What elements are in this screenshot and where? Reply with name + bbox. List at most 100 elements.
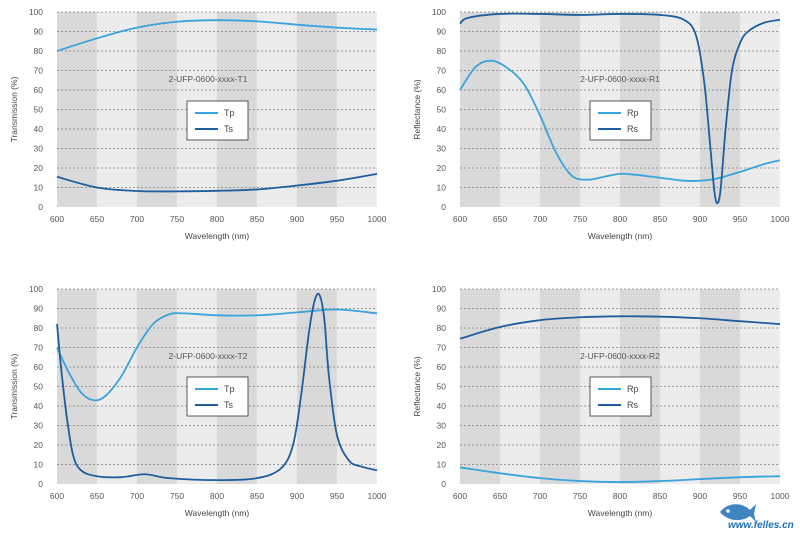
y-tick-label: 10 xyxy=(437,183,447,193)
legend-label: Ts xyxy=(224,400,234,410)
legend-box xyxy=(589,100,652,141)
y-axis-label: Reflectance (%) xyxy=(412,356,422,417)
x-tick-label: 1000 xyxy=(368,491,387,501)
y-tick-label: 70 xyxy=(437,66,447,76)
y-tick-label: 10 xyxy=(34,183,44,193)
x-tick-label: 800 xyxy=(613,491,627,501)
x-tick-label: 800 xyxy=(613,214,627,224)
x-tick-label: 950 xyxy=(733,491,747,501)
legend-label: Tp xyxy=(224,384,235,394)
y-tick-label: 10 xyxy=(437,460,447,470)
y-tick-label: 90 xyxy=(34,27,44,37)
series-line-tp xyxy=(56,308,378,402)
y-tick-label: 100 xyxy=(29,284,43,294)
x-axis-label: Wavelength (nm) xyxy=(588,508,653,518)
series-line-tp xyxy=(56,19,378,52)
legend-label: Rp xyxy=(627,384,639,394)
x-tick-label: 600 xyxy=(453,214,467,224)
legend-box xyxy=(186,100,249,141)
series-line-rs xyxy=(459,12,781,205)
x-tick-label: 950 xyxy=(733,214,747,224)
x-tick-label: 600 xyxy=(50,214,64,224)
y-tick-label: 80 xyxy=(437,323,447,333)
x-axis-label: Wavelength (nm) xyxy=(185,508,250,518)
y-axis-label: Transmission (%) xyxy=(9,353,19,419)
series-line-ts xyxy=(56,172,378,193)
y-tick-label: 20 xyxy=(34,163,44,173)
chart-r2: 0 10 20 30 40 50 60 70 80 90 100 600 650 700 750 800 850… xyxy=(412,284,790,518)
series-line-rp xyxy=(459,59,781,182)
x-tick-label: 900 xyxy=(290,214,304,224)
y-tick-label: 90 xyxy=(34,304,44,314)
x-tick-label: 850 xyxy=(653,491,667,501)
chart-title: 2-UFP-0600-xxxx-R1 xyxy=(580,74,660,84)
x-tick-label: 650 xyxy=(493,214,507,224)
y-tick-label: 30 xyxy=(437,421,447,431)
x-tick-label: 650 xyxy=(90,491,104,501)
y-tick-label: 60 xyxy=(437,362,447,372)
y-tick-label: 80 xyxy=(34,46,44,56)
y-tick-label: 20 xyxy=(437,440,447,450)
x-tick-label: 650 xyxy=(90,214,104,224)
chart-title: 2-UFP-0600-xxxx-T2 xyxy=(169,351,248,361)
legend-label: Rp xyxy=(627,108,639,118)
legend-box xyxy=(589,376,652,417)
x-tick-label: 750 xyxy=(170,491,184,501)
x-tick-label: 1000 xyxy=(771,491,790,501)
y-tick-label: 90 xyxy=(437,304,447,314)
x-tick-label: 700 xyxy=(533,491,547,501)
legend-label: Rs xyxy=(627,400,638,410)
chart-r1: 0 10 20 30 40 50 60 70 80 90 100 600 650 700 750 800 850… xyxy=(412,7,790,241)
y-tick-label: 90 xyxy=(437,27,447,37)
x-tick-label: 700 xyxy=(130,491,144,501)
legend-label: Tp xyxy=(224,108,235,118)
y-tick-label: 80 xyxy=(437,46,447,56)
series-line-rs xyxy=(459,315,781,340)
series-line-ts xyxy=(56,292,378,481)
x-tick-label: 750 xyxy=(573,214,587,224)
legend-label: Ts xyxy=(224,124,234,134)
y-tick-label: 0 xyxy=(441,202,446,212)
y-tick-label: 100 xyxy=(432,284,446,294)
y-tick-label: 50 xyxy=(437,382,447,392)
x-tick-label: 850 xyxy=(653,214,667,224)
x-axis-label: Wavelength (nm) xyxy=(588,231,653,241)
y-tick-label: 60 xyxy=(437,85,447,95)
fish-logo-icon xyxy=(720,504,756,522)
y-tick-label: 40 xyxy=(437,401,447,411)
x-tick-label: 1000 xyxy=(368,214,387,224)
legend-label: Rs xyxy=(627,124,638,134)
y-tick-label: 30 xyxy=(34,421,44,431)
y-tick-label: 20 xyxy=(437,163,447,173)
y-tick-label: 0 xyxy=(38,202,43,212)
y-axis-label: Transmission (%) xyxy=(9,76,19,142)
y-tick-label: 30 xyxy=(34,144,44,154)
x-tick-label: 800 xyxy=(210,491,224,501)
x-axis-label: Wavelength (nm) xyxy=(185,231,250,241)
y-tick-label: 100 xyxy=(29,7,43,17)
y-tick-label: 40 xyxy=(34,124,44,134)
watermark-url: www.felles.cn xyxy=(728,520,794,531)
x-tick-label: 700 xyxy=(130,214,144,224)
x-tick-label: 900 xyxy=(290,491,304,501)
y-tick-label: 40 xyxy=(34,401,44,411)
y-tick-label: 80 xyxy=(34,323,44,333)
x-tick-label: 600 xyxy=(50,491,64,501)
y-tick-label: 0 xyxy=(441,479,446,489)
x-tick-label: 900 xyxy=(693,491,707,501)
y-tick-label: 70 xyxy=(437,343,447,353)
y-tick-label: 50 xyxy=(34,382,44,392)
x-tick-label: 850 xyxy=(250,214,264,224)
y-tick-label: 50 xyxy=(437,105,447,115)
y-tick-label: 50 xyxy=(34,105,44,115)
x-tick-label: 600 xyxy=(453,491,467,501)
chart-title: 2-UFP-0600-xxxx-R2 xyxy=(580,351,660,361)
legend-box xyxy=(186,376,249,417)
x-tick-label: 1000 xyxy=(771,214,790,224)
x-tick-label: 750 xyxy=(573,491,587,501)
x-tick-label: 650 xyxy=(493,491,507,501)
x-tick-label: 950 xyxy=(330,214,344,224)
x-tick-label: 800 xyxy=(210,214,224,224)
y-axis-label: Reflectance (%) xyxy=(412,79,422,140)
